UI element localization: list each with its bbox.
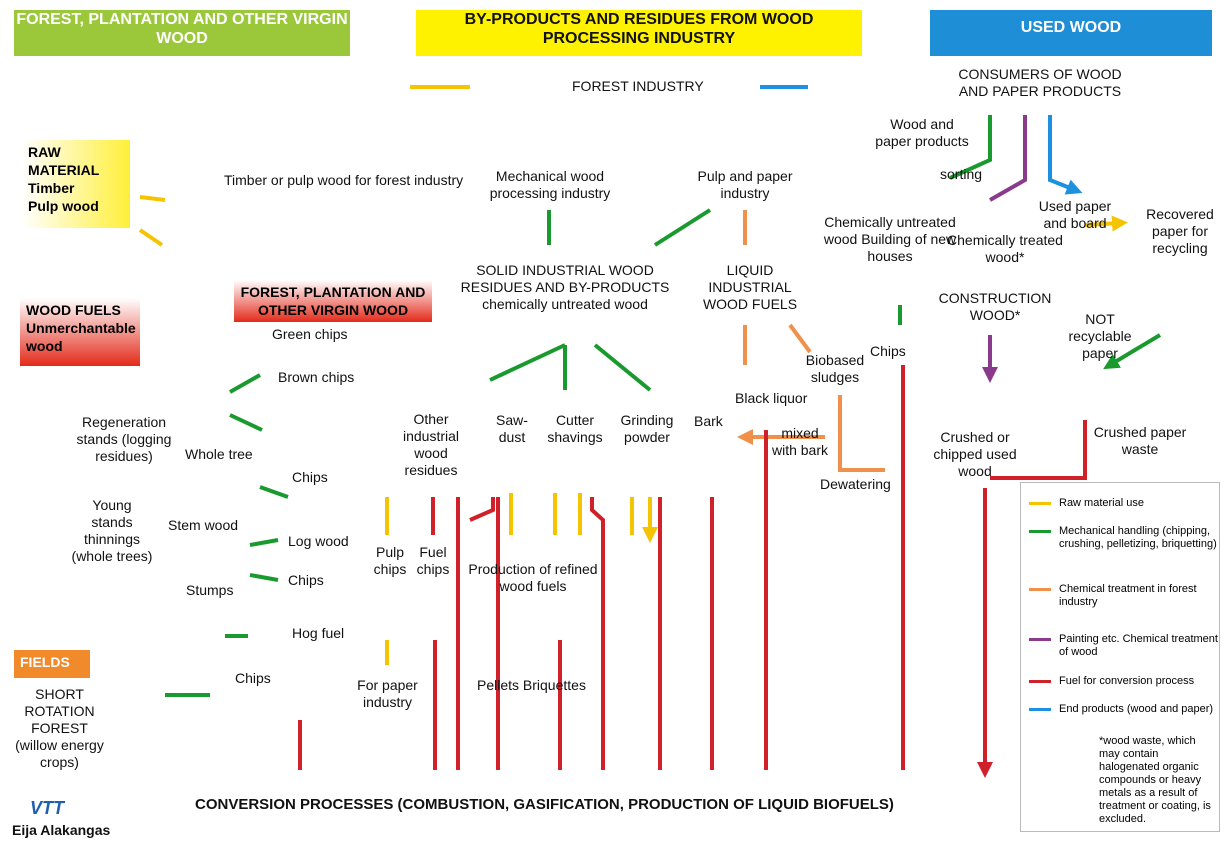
legend-swatch — [1029, 708, 1051, 711]
node-label: sorting — [940, 166, 982, 183]
node-label: Saw-dust — [488, 412, 536, 446]
node-label: Green chips — [272, 326, 347, 343]
legend-note: *wood waste, which may contain halogenat… — [1099, 735, 1217, 826]
node-label: Pulp chips — [368, 544, 412, 578]
node-label: Hog fuel — [292, 625, 344, 642]
node-label: Fuel chips — [412, 544, 454, 578]
node-label: Other industrial wood residues — [395, 411, 467, 479]
node-label: Dewatering — [820, 476, 891, 493]
logo: VTT — [30, 800, 64, 817]
node-label: Bark — [694, 413, 723, 430]
node-label: FOREST INDUSTRY — [572, 78, 704, 95]
node-label: Log wood — [288, 533, 349, 550]
header-left: FOREST, PLANTATION AND OTHER VIRGIN WOOD — [14, 10, 350, 56]
legend-item: Fuel for conversion process — [1059, 675, 1219, 688]
box-title: WOOD FUELS — [26, 301, 134, 319]
node-label: Brown chips — [278, 369, 354, 386]
box-line: Timber — [28, 179, 124, 197]
node-label: Production of refined wood fuels — [458, 561, 608, 595]
legend-swatch — [1029, 502, 1051, 505]
node-label: Pellets Briquettes — [477, 677, 586, 694]
legend-item: Chemical treatment in forest industry — [1059, 583, 1219, 609]
node-label: SOLID INDUSTRIAL WOOD RESIDUES AND BY-PR… — [460, 262, 670, 313]
node-label: Chemically treated wood* — [945, 232, 1065, 266]
node-label: Biobased sludges — [800, 352, 870, 386]
node-label: Chips — [292, 469, 328, 486]
node-label: Timber or pulp wood for forest industry — [224, 172, 463, 189]
node-label: Mechanical wood processing industry — [480, 168, 620, 202]
legend-item: Painting etc. Chemical treatment of wood — [1059, 633, 1219, 659]
node-label: Cutter shavings — [542, 412, 608, 446]
node-label: LIQUID INDUSTRIAL WOOD FUELS — [690, 262, 810, 313]
node-label: Chips — [870, 343, 906, 360]
node-label: Stumps — [186, 582, 233, 599]
fields-box: FIELDS — [14, 650, 90, 678]
node-label: Black liquor — [735, 390, 807, 407]
node-label: For paper industry — [350, 677, 425, 711]
box-line: Unmerchantable — [26, 319, 134, 337]
legend: Raw material use Mechanical handling (chi… — [1020, 482, 1220, 832]
footer-title: CONVERSION PROCESSES (COMBUSTION, GASIFI… — [195, 796, 894, 813]
legend-item: End products (wood and paper) — [1059, 703, 1219, 716]
diagram: FOREST, PLANTATION AND OTHER VIRGIN WOOD… — [0, 0, 1227, 843]
forest-box: FOREST, PLANTATION AND OTHER VIRGIN WOOD — [234, 280, 432, 322]
node-label: SHORT ROTATION FOREST (willow energy cro… — [12, 686, 107, 771]
node-label: CONSTRUCTION WOOD* — [930, 290, 1060, 324]
node-label: Recovered paper for recycling — [1138, 206, 1222, 257]
header-middle: BY-PRODUCTS AND RESIDUES FROM WOOD PROCE… — [416, 10, 862, 56]
legend-swatch — [1029, 638, 1051, 641]
box-title: RAW MATERIAL — [28, 143, 124, 179]
legend-swatch — [1029, 530, 1051, 533]
node-label: Used paper and board — [1030, 198, 1120, 232]
node-label: Crushed paper waste — [1090, 424, 1190, 458]
node-label: Grinding powder — [614, 412, 680, 446]
box-line: wood — [26, 337, 134, 355]
node-label: Wood and paper products — [872, 116, 972, 150]
node-label: Whole tree — [185, 446, 253, 463]
author: Eija Alakangas — [12, 822, 110, 839]
node-label: Chemically untreated wood Building of ne… — [815, 214, 965, 265]
node-label: Young stands thinnings (whole trees) — [70, 497, 154, 565]
legend-swatch — [1029, 680, 1051, 683]
node-label: Regeneration stands (logging residues) — [70, 414, 178, 465]
node-label: CONSUMERS OF WOOD AND PAPER PRODUCTS — [945, 66, 1135, 100]
legend-item: Raw material use — [1059, 497, 1219, 510]
node-label: mixed with bark — [770, 425, 830, 459]
header-right: USED WOOD — [930, 10, 1212, 56]
node-label: Crushed or chipped used wood — [915, 429, 1035, 480]
legend-swatch — [1029, 588, 1051, 591]
box-line: Pulp wood — [28, 197, 124, 215]
legend-item: Mechanical handling (chipping, crushing,… — [1059, 525, 1219, 551]
node-label: Chips — [235, 670, 271, 687]
node-label: NOT recyclable paper — [1055, 311, 1145, 362]
node-label: Chips — [288, 572, 324, 589]
node-label: Stem wood — [168, 517, 238, 534]
node-label: Pulp and paper industry — [690, 168, 800, 202]
